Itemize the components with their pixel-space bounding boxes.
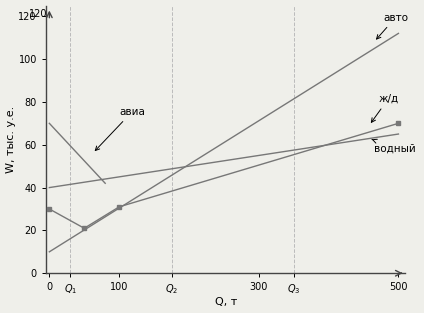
Text: авто: авто bbox=[377, 13, 408, 39]
Text: 120: 120 bbox=[29, 9, 47, 19]
X-axis label: Q, т: Q, т bbox=[215, 297, 237, 307]
Text: ж/д: ж/д bbox=[371, 94, 398, 122]
Text: водный: водный bbox=[372, 139, 416, 153]
Text: авиа: авиа bbox=[95, 107, 145, 151]
Y-axis label: W, тыс. у.е.: W, тыс. у.е. bbox=[6, 106, 16, 173]
